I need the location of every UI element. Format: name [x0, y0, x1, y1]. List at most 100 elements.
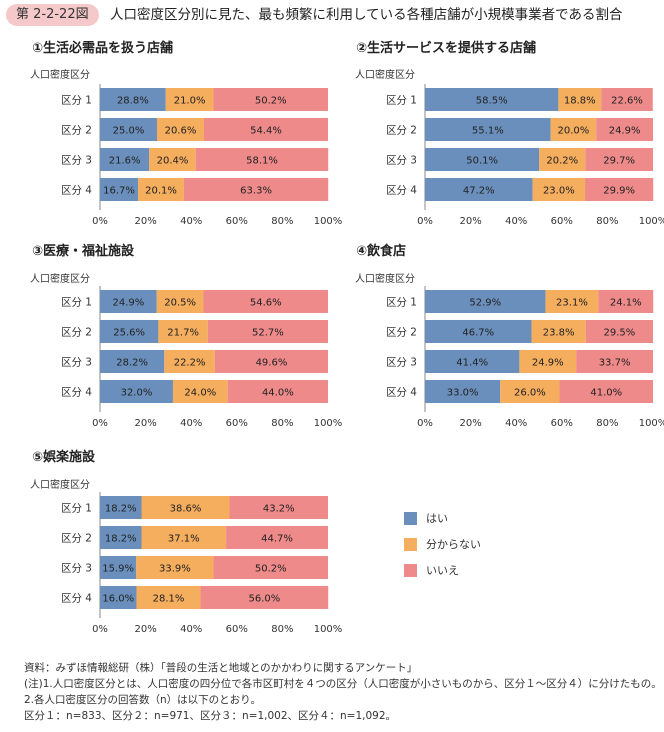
bar-segment-no: [203, 118, 328, 141]
data-label-no: 58.1%: [246, 156, 278, 167]
category-header: 人口密度区分: [30, 68, 90, 81]
category-label: 区分 4: [61, 387, 92, 399]
category-label: 区分 2: [61, 533, 92, 545]
category-header: 人口密度区分: [30, 272, 90, 285]
category-label: 区分 2: [386, 125, 417, 137]
data-label-no: 29.7%: [603, 156, 635, 167]
legend-label-no: いいえ: [426, 564, 459, 577]
data-label-no: 54.6%: [250, 298, 282, 309]
bar-segment-no: [598, 290, 654, 313]
data-label-unknown: 20.4%: [157, 156, 189, 167]
category-label: 区分 3: [61, 357, 92, 369]
x-tick-label: 100%: [314, 216, 343, 227]
data-label-no: 22.6%: [611, 96, 643, 107]
x-tick-label: 80%: [271, 216, 293, 227]
bar-segment-yes: [100, 148, 150, 171]
data-label-yes: 25.0%: [113, 126, 145, 137]
data-label-unknown: 22.2%: [174, 358, 206, 369]
x-tick-label: 0%: [417, 418, 433, 429]
bar-segment-no: [214, 350, 328, 373]
data-label-yes: 16.0%: [102, 594, 134, 605]
x-tick-label: 20%: [459, 216, 481, 227]
data-label-no: 29.9%: [603, 186, 635, 197]
bar-segment-unknown: [157, 118, 204, 141]
data-label-unknown: 20.5%: [164, 298, 196, 309]
bar-segment-unknown: [141, 496, 230, 519]
x-tick-label: 100%: [314, 624, 343, 635]
bar-segment-no: [207, 320, 328, 343]
bar-segment-unknown: [172, 380, 228, 403]
x-tick-label: 40%: [180, 624, 202, 635]
x-tick-label: 40%: [180, 216, 202, 227]
legend-label-unknown: 分からない: [426, 538, 481, 551]
x-tick-label: 20%: [134, 216, 156, 227]
data-label-yes: 15.9%: [102, 564, 134, 575]
bar-segment-no: [213, 556, 328, 579]
category-label: 区分 3: [386, 155, 417, 167]
bar-segment-yes: [425, 118, 551, 141]
note-3: 区分１：n=833、区分２：n=971、区分３：n=1,002、区分４：n=1,…: [24, 710, 397, 722]
chart-title: ②生活サービスを提供する店舗: [356, 40, 536, 56]
bar-segment-no: [585, 320, 653, 343]
data-label-yes: 33.0%: [447, 388, 479, 399]
notes: 資料：みずほ情報総研（株）「普段の生活と地域とのかかわりに関するアンケート」 (…: [24, 660, 662, 724]
x-tick-label: 100%: [314, 418, 343, 429]
data-label-yes: 28.2%: [116, 358, 148, 369]
data-label-no: 56.0%: [248, 594, 280, 605]
x-tick-label: 0%: [92, 418, 108, 429]
bar-segment-no: [226, 526, 328, 549]
bar-segment-no: [601, 88, 653, 111]
data-label-yes: 50.1%: [466, 156, 498, 167]
category-label: 区分 3: [386, 357, 417, 369]
data-label-yes: 18.2%: [105, 504, 137, 515]
category-label: 区分 2: [61, 327, 92, 339]
bar-segment-no: [585, 178, 654, 201]
note-2: 2.各人口密度区分の回答数（n）は以下のとおり。: [24, 694, 261, 706]
data-label-unknown: 20.0%: [558, 126, 590, 137]
data-label-yes: 18.2%: [105, 534, 137, 545]
legend: はい 分からない いいえ: [404, 508, 481, 586]
category-header: 人口密度区分: [30, 478, 90, 491]
x-tick-label: 0%: [92, 216, 108, 227]
legend-item-no: いいえ: [404, 560, 481, 580]
chart-title: ①生活必需品を扱う店舗: [32, 40, 173, 56]
category-label: 区分 1: [386, 297, 417, 309]
bar-segment-yes: [100, 350, 165, 373]
data-label-yes: 25.6%: [113, 328, 145, 339]
data-label-yes: 32.0%: [121, 388, 153, 399]
legend-swatch-no: [404, 563, 417, 577]
category-label: 区分 4: [386, 387, 417, 399]
data-label-yes: 46.7%: [462, 328, 494, 339]
x-tick-label: 40%: [505, 418, 527, 429]
x-tick-label: 0%: [92, 624, 108, 635]
source-note: 資料：みずほ情報総研（株）「普段の生活と地域とのかかわりに関するアンケート」: [24, 662, 418, 674]
bar-segment-unknown: [141, 526, 227, 549]
bar-segment-unknown: [519, 350, 577, 373]
data-label-unknown: 23.1%: [556, 298, 588, 309]
data-label-yes: 55.1%: [472, 126, 504, 137]
bar-segment-yes: [425, 320, 532, 343]
bar-segment-yes: [100, 526, 142, 549]
data-label-unknown: 33.9%: [159, 564, 191, 575]
data-label-no: 33.7%: [599, 358, 631, 369]
chart-title: ④飲食店: [356, 243, 406, 259]
data-label-unknown: 20.2%: [546, 156, 578, 167]
x-tick-label: 0%: [417, 216, 433, 227]
data-label-unknown: 28.1%: [153, 594, 185, 605]
x-tick-label: 80%: [271, 624, 293, 635]
bar-segment-yes: [100, 118, 157, 141]
bar-segment-unknown: [558, 88, 602, 111]
data-label-unknown: 21.0%: [174, 96, 206, 107]
data-label-no: 54.4%: [250, 126, 282, 137]
data-label-unknown: 20.6%: [165, 126, 197, 137]
bar-segment-no: [195, 148, 329, 171]
data-label-yes: 58.5%: [476, 96, 508, 107]
x-tick-label: 40%: [505, 216, 527, 227]
bar-segment-yes: [100, 496, 142, 519]
category-label: 区分 2: [386, 327, 417, 339]
data-label-unknown: 24.0%: [184, 388, 216, 399]
legend-item-unknown: 分からない: [404, 534, 481, 554]
bar-segment-no: [229, 496, 328, 519]
bar-segment-yes: [425, 88, 559, 111]
